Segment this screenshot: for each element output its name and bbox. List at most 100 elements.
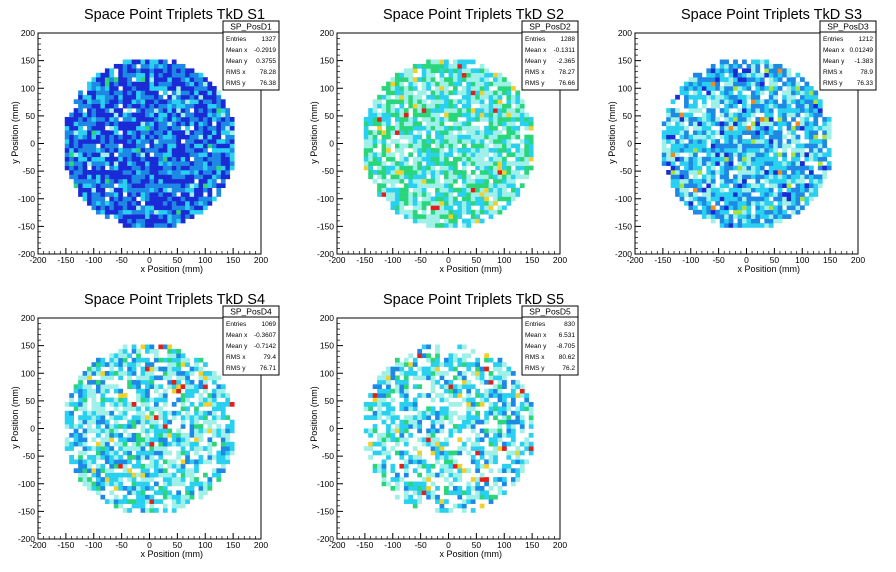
histogram-bin — [176, 77, 182, 82]
histogram-bin — [764, 143, 770, 149]
histogram-bin — [140, 161, 146, 166]
histogram-bin — [724, 81, 729, 87]
histogram-bin — [386, 147, 391, 153]
histogram-bin — [755, 68, 761, 74]
histogram-bin — [394, 366, 400, 372]
histogram-bin — [421, 196, 427, 202]
histogram-bin — [737, 116, 743, 122]
histogram-bin — [710, 161, 716, 166]
histogram-bin — [724, 156, 729, 162]
histogram-bin — [461, 353, 467, 359]
histogram-bin — [488, 371, 494, 376]
histogram-bin — [728, 121, 734, 127]
histogram-bin — [448, 419, 454, 425]
histogram-bin — [140, 112, 146, 118]
histogram-bin — [408, 77, 414, 82]
histogram-bin — [386, 86, 391, 91]
histogram-bin — [180, 384, 186, 390]
histogram-bin — [493, 196, 498, 202]
histogram-bin — [162, 112, 168, 118]
histogram-bin — [719, 214, 725, 219]
stats-label: Mean y — [525, 58, 547, 65]
histogram-bin — [768, 218, 774, 224]
histogram-bin — [679, 90, 685, 96]
histogram-bin — [140, 410, 146, 416]
y-tick-label: 0 — [627, 139, 632, 149]
histogram-bin — [426, 143, 431, 149]
histogram-bin — [786, 174, 792, 180]
histogram-bin — [122, 214, 128, 219]
histogram-bin — [390, 112, 396, 118]
histogram-bin — [444, 99, 449, 105]
histogram-bin — [100, 112, 106, 118]
histogram-bin — [162, 183, 168, 188]
histogram-bin — [104, 147, 110, 153]
histogram-bin — [470, 125, 476, 131]
histogram-bin — [510, 187, 516, 193]
histogram-bin — [688, 161, 694, 166]
histogram-bin — [140, 455, 146, 460]
histogram-bin — [216, 384, 222, 390]
histogram-bin — [439, 419, 445, 425]
x-tick-label: -200 — [328, 255, 345, 265]
histogram-bin — [189, 72, 195, 78]
histogram-bin — [408, 103, 414, 109]
x-tick-label: -100 — [85, 540, 102, 550]
histogram-bin — [203, 125, 208, 131]
histogram-bin — [737, 152, 743, 158]
histogram-bin — [158, 196, 164, 202]
histogram-bin — [372, 397, 378, 403]
histogram-bin — [670, 161, 676, 166]
histogram-bin — [710, 209, 716, 215]
histogram-bin — [813, 187, 819, 193]
histogram-bin — [403, 463, 409, 469]
histogram-bin — [461, 490, 467, 496]
histogram-bin — [180, 419, 186, 425]
histogram-bin — [95, 441, 101, 447]
histogram-bin — [439, 59, 445, 65]
histogram-bin — [127, 143, 132, 149]
histogram-bin — [439, 384, 445, 390]
histogram-bin — [122, 205, 128, 211]
histogram-bin — [435, 499, 440, 504]
histogram-bin — [497, 99, 503, 105]
histogram-bin — [688, 196, 694, 202]
histogram-bin — [706, 112, 712, 118]
histogram-bin — [759, 99, 765, 105]
histogram-bin — [122, 161, 128, 166]
histogram-bin — [470, 130, 476, 135]
histogram-bin — [158, 218, 164, 224]
histogram-bin — [87, 170, 92, 175]
histogram-bin — [733, 81, 738, 87]
histogram-bin — [742, 187, 747, 193]
histogram-bin — [91, 397, 97, 403]
histogram-bin — [448, 353, 454, 359]
histogram-bin — [225, 432, 231, 438]
histogram-bin — [670, 174, 676, 180]
histogram-bin — [728, 72, 734, 78]
histogram-bin — [430, 472, 436, 478]
y-tick-label: -50 — [23, 166, 36, 176]
histogram-bin — [706, 147, 712, 153]
histogram-bin — [368, 415, 373, 420]
histogram-bin — [203, 183, 208, 188]
histogram-bin — [484, 357, 489, 363]
histogram-bin — [403, 397, 409, 403]
histogram-bin — [782, 200, 787, 206]
histogram-bin — [684, 161, 689, 166]
histogram-bin — [759, 90, 765, 96]
histogram-bin — [412, 68, 418, 74]
histogram-bin — [800, 187, 805, 193]
histogram-bin — [675, 187, 680, 193]
histogram-bin — [153, 388, 159, 394]
histogram-bin — [180, 112, 186, 118]
histogram-bin — [100, 192, 106, 197]
histogram-bin — [394, 178, 400, 184]
histogram-bin — [728, 214, 734, 219]
histogram-bin — [145, 81, 150, 87]
y-tick-label: -200 — [615, 249, 632, 259]
histogram-bin — [421, 437, 427, 443]
histogram-bin — [390, 139, 396, 144]
histogram-bin — [497, 116, 503, 122]
